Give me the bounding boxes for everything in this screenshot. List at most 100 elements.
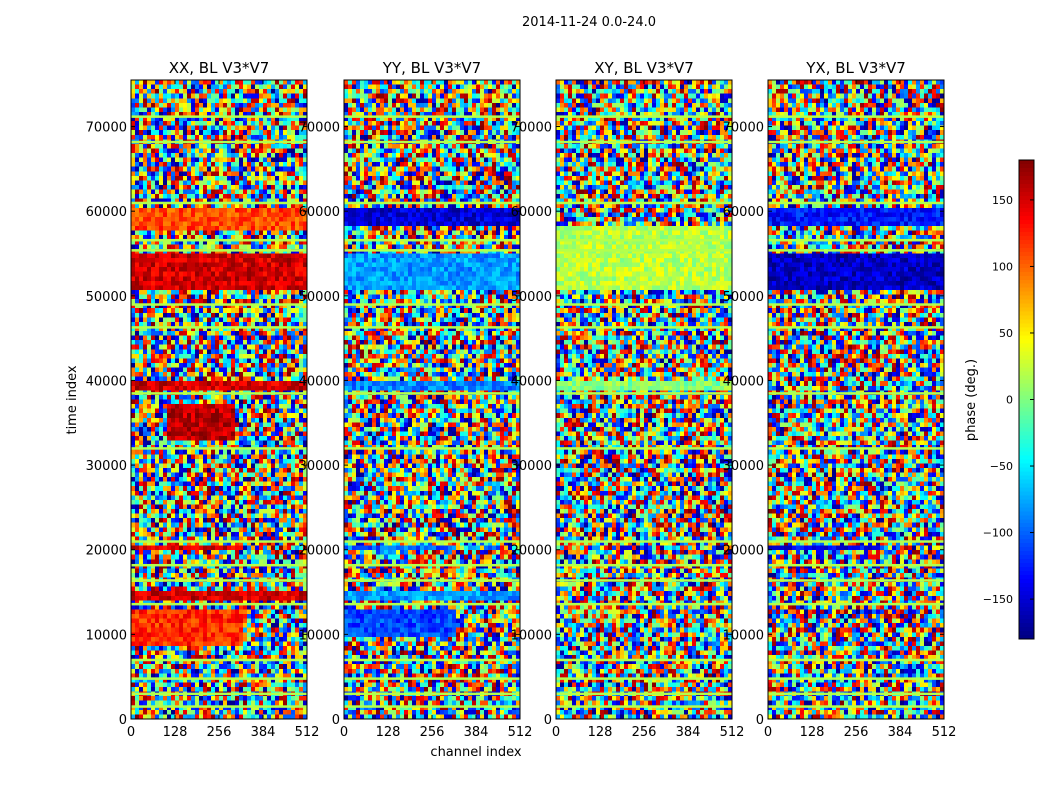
y-tick-label: 50000 — [86, 290, 127, 305]
flagged-row — [131, 238, 307, 242]
panel-title: XY, BL V3*V7 — [594, 59, 694, 77]
flagged-row — [768, 140, 944, 144]
y-tick-label: 70000 — [511, 121, 552, 136]
phase-raster — [344, 80, 521, 720]
x-tick-label: 384 — [888, 725, 913, 740]
x-tick-label: 0 — [764, 725, 772, 740]
flagged-row — [556, 115, 732, 118]
y-tick-label: 70000 — [723, 121, 764, 136]
flagged-row — [556, 303, 732, 306]
flagged-row — [556, 677, 732, 680]
y-tick-label: 20000 — [511, 544, 552, 559]
y-tick-label: 0 — [332, 713, 340, 728]
x-tick-label: 512 — [295, 725, 320, 740]
y-tick-label: 30000 — [511, 459, 552, 474]
flagged-row — [768, 447, 944, 450]
y-tick-label: 10000 — [299, 628, 340, 643]
panel-xx: XX, BL V3*V7 0 128 256 384 512 0 10000 20000 3000… — [86, 59, 320, 740]
x-tick-label: 256 — [844, 725, 869, 740]
flagged-row — [768, 238, 944, 242]
y-tick-label: 0 — [756, 713, 764, 728]
flagged-row — [131, 303, 307, 306]
suptitle: 2014-11-24 0.0-24.0 — [522, 15, 656, 30]
flagged-row — [768, 677, 944, 680]
panel-yx: YX, BL V3*V7 0 128 256 384 512 0 10000 20000 3000… — [723, 59, 957, 740]
flagged-row — [131, 115, 307, 118]
y-tick-label: 0 — [119, 713, 127, 728]
x-tick-label: 512 — [720, 725, 745, 740]
phase-raster — [131, 80, 308, 720]
y-tick-label: 20000 — [723, 544, 764, 559]
y-tick-label: 30000 — [86, 459, 127, 474]
y-tick-label: 60000 — [511, 205, 552, 220]
flagged-row — [556, 658, 732, 662]
x-tick-label: 512 — [508, 725, 533, 740]
flagged-row — [768, 563, 944, 567]
y-tick-label: 60000 — [86, 205, 127, 220]
flagged-row — [556, 579, 732, 582]
y-tick-label: 40000 — [723, 374, 764, 389]
flagged-row — [556, 249, 732, 252]
flagged-row — [768, 692, 944, 696]
y-tick-label: 20000 — [299, 544, 340, 559]
flagged-row — [768, 602, 944, 606]
y-tick-label: 40000 — [299, 374, 340, 389]
flagged-row — [556, 201, 732, 205]
flagged-row — [556, 238, 732, 242]
flagged-row — [344, 326, 520, 329]
x-tick-label: 256 — [420, 725, 445, 740]
x-tick-label: 384 — [464, 725, 489, 740]
y-tick-label: 50000 — [299, 290, 340, 305]
y-tick-label: 10000 — [511, 628, 552, 643]
y-tick-label: 40000 — [511, 374, 552, 389]
panel-title: XX, BL V3*V7 — [169, 59, 270, 77]
flagged-row — [556, 447, 732, 450]
flagged-row — [344, 705, 520, 708]
flagged-row — [344, 579, 520, 582]
panel-title: YY, BL V3*V7 — [382, 59, 481, 77]
flagged-row — [131, 579, 307, 582]
colorbar-tick-label: 100 — [992, 260, 1013, 273]
flagged-row — [131, 201, 307, 205]
flagged-row — [344, 563, 520, 567]
flagged-row — [131, 705, 307, 708]
flagged-row — [556, 705, 732, 708]
flagged-row — [131, 602, 307, 606]
flagged-row — [344, 447, 520, 450]
colorbar-tick-label: 0 — [1006, 394, 1013, 407]
flagged-row — [131, 140, 307, 144]
flagged-row — [344, 540, 520, 543]
x-tick-label: 384 — [251, 725, 276, 740]
y-tick-label: 30000 — [723, 459, 764, 474]
flagged-row — [344, 140, 520, 144]
flagged-row — [768, 579, 944, 582]
flagged-row — [131, 326, 307, 329]
flagged-row — [556, 392, 732, 395]
flagged-row — [131, 658, 307, 662]
flagged-row — [131, 447, 307, 450]
x-tick-label: 384 — [676, 725, 701, 740]
x-tick-label: 0 — [552, 725, 560, 740]
y-tick-label: 0 — [544, 713, 552, 728]
flagged-row — [768, 540, 944, 543]
flagged-row — [344, 602, 520, 606]
flagged-row — [556, 140, 732, 144]
flagged-row — [344, 238, 520, 242]
flagged-row — [556, 692, 732, 696]
x-tick-label: 256 — [207, 725, 232, 740]
flagged-row — [556, 540, 732, 543]
flagged-row — [556, 602, 732, 606]
colorbar-label: phase (deg.) — [964, 359, 979, 441]
x-axis-label: channel index — [430, 745, 521, 760]
phase-raster — [768, 80, 945, 720]
y-tick-label: 70000 — [86, 121, 127, 136]
flagged-row — [344, 249, 520, 252]
panel-xy: XY, BL V3*V7 0 128 256 384 512 0 10000 20000 3000… — [511, 59, 745, 740]
panel-yy: YY, BL V3*V7 0 128 256 384 512 0 10000 20000 3000… — [299, 59, 533, 740]
y-tick-label: 40000 — [86, 374, 127, 389]
y-tick-label: 50000 — [723, 290, 764, 305]
y-tick-label: 10000 — [86, 628, 127, 643]
colorbar-tick-label: −100 — [983, 527, 1013, 540]
panels: XX, BL V3*V7 0 128 256 384 512 0 10000 20000 3000… — [86, 59, 957, 740]
